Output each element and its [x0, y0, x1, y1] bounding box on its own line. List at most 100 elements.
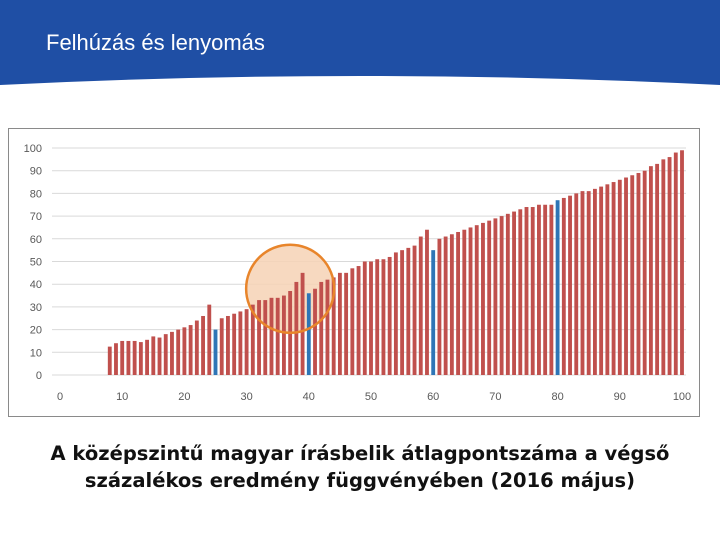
bar [630, 175, 635, 375]
bar [437, 238, 442, 375]
bar [182, 327, 187, 375]
bar [648, 166, 653, 375]
y-tick-label: 10 [30, 347, 42, 359]
x-tick-label: 70 [489, 391, 501, 403]
bar [624, 177, 628, 375]
bar [474, 225, 479, 375]
bar [238, 311, 243, 375]
bar [537, 204, 541, 375]
slide-header: Felhúzás és lenyomás [0, 0, 720, 100]
bar [393, 252, 398, 375]
bar [524, 207, 529, 375]
bar [568, 195, 572, 375]
bar-chart: 0 10 20 30 40 50 60 70 80 90 100 0 10 20 30 40 50 60 70 80 9… [8, 128, 700, 417]
bar [331, 277, 336, 375]
bar [145, 339, 150, 375]
bar [226, 315, 230, 375]
bar [281, 295, 286, 375]
bar [244, 309, 249, 375]
bar [586, 191, 591, 375]
bar [207, 304, 212, 375]
header-banner [0, 0, 720, 85]
bar [406, 247, 411, 375]
bar [107, 346, 112, 375]
bar [337, 272, 342, 375]
highlighted-bar [431, 250, 436, 375]
x-tick-label: 50 [365, 391, 377, 403]
bar [375, 259, 380, 375]
x-tick-label: 0 [57, 391, 63, 403]
highlighted-bar [213, 329, 218, 375]
y-tick-label: 50 [30, 257, 42, 269]
x-tick-label: 100 [673, 391, 691, 403]
bar [188, 325, 193, 375]
bar [381, 259, 386, 375]
x-tick-label: 60 [427, 391, 439, 403]
bar [574, 193, 579, 375]
y-tick-label: 80 [30, 188, 42, 200]
bar [176, 329, 181, 375]
bar [456, 231, 461, 375]
bar [512, 211, 516, 375]
bar [443, 236, 448, 375]
bar [549, 204, 554, 375]
bar [275, 297, 280, 375]
y-tick-label: 90 [30, 166, 42, 178]
bar [667, 157, 672, 375]
bar [350, 268, 355, 375]
bar [599, 186, 604, 375]
bar [680, 150, 684, 375]
bar [362, 261, 367, 375]
x-tick-label: 10 [116, 391, 128, 403]
highlight-circle [244, 243, 336, 334]
bar [313, 288, 317, 375]
x-tick-label: 90 [614, 391, 626, 403]
bar [257, 300, 261, 375]
bar [369, 261, 373, 375]
x-tick-label: 20 [178, 391, 190, 403]
bar [300, 272, 305, 375]
bar [655, 163, 660, 375]
bar [132, 340, 137, 375]
bar [114, 343, 118, 375]
bar [194, 320, 199, 375]
bar [219, 318, 224, 375]
bar [138, 342, 143, 375]
y-tick-label: 30 [30, 302, 42, 314]
bar [449, 234, 454, 375]
bar [580, 191, 585, 375]
caption-line-2: százalékos eredmény függvényében (2016 m… [84, 469, 636, 492]
bar [518, 209, 523, 375]
caption-line-1: A középszintű magyar írásbelik átlagpont… [50, 442, 670, 465]
bar [481, 222, 485, 375]
bar [120, 340, 125, 375]
bar [325, 279, 330, 375]
bar [605, 184, 610, 375]
highlighted-bar [555, 200, 560, 375]
bar [611, 182, 616, 375]
bar [530, 207, 535, 375]
bar [493, 218, 498, 375]
x-tick-label: 80 [551, 391, 563, 403]
y-tick-label: 60 [30, 234, 42, 246]
bar [673, 152, 678, 375]
bar [412, 245, 417, 375]
bar [499, 216, 504, 375]
y-tick-label: 100 [24, 143, 42, 155]
chart-canvas: 0 10 20 30 40 50 60 70 80 90 100 0 10 20 30 40 50 60 70 80 9… [24, 143, 692, 403]
bar [468, 227, 473, 375]
bar [344, 272, 349, 375]
bar [170, 331, 174, 375]
bar [400, 250, 405, 375]
bar [387, 256, 392, 375]
chart-caption: A középszintű magyar írásbelik átlagpont… [0, 440, 720, 494]
bar [425, 229, 429, 375]
bar [636, 172, 641, 375]
bar [250, 304, 255, 375]
y-tick-label: 70 [30, 211, 42, 223]
bar [592, 188, 597, 375]
bar [642, 170, 647, 375]
bar [294, 281, 299, 375]
y-tick-label: 40 [30, 279, 42, 291]
highlight-circle-fill [246, 244, 335, 333]
